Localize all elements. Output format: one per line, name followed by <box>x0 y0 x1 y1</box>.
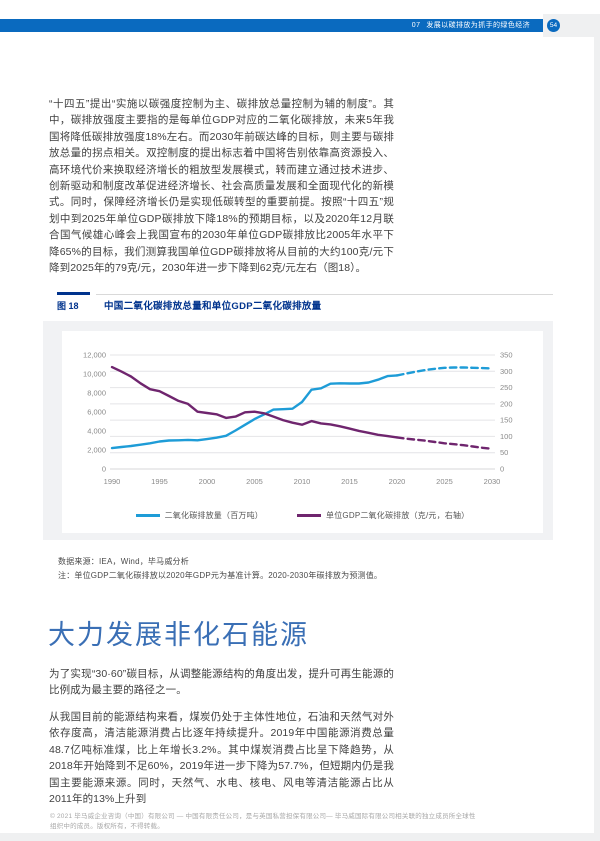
data-source-note: 数据来源：IEA，Wind，毕马威分析 <box>58 557 189 566</box>
svg-text:4,000: 4,000 <box>87 427 106 436</box>
svg-text:300: 300 <box>500 367 513 376</box>
svg-text:2025: 2025 <box>436 477 453 486</box>
legend-swatch-co2-total <box>135 514 160 517</box>
legend-label-gdp-intensity: 单位GDP二氧化碳排放（克/元，右轴） <box>326 511 470 520</box>
svg-text:2,000: 2,000 <box>87 446 106 455</box>
svg-text:150: 150 <box>500 416 513 425</box>
figure-title: 中国二氧化碳排放总量和单位GDP二氧化碳排放量 <box>104 301 322 312</box>
chart-svg: 0 2,000 4,000 6,000 8,000 10,000 12,000 0 50 100 1… <box>83 351 513 487</box>
legend-swatch-gdp-intensity <box>297 514 322 517</box>
section-paragraph-1: 为了实现“30·60”碳目标，从调整能源结构的角度出发，提升可再生能源的比例成为… <box>49 668 394 697</box>
svg-text:2010: 2010 <box>294 477 311 486</box>
section-number: 07 <box>411 22 421 29</box>
svg-text:12,000: 12,000 <box>83 351 106 360</box>
svg-text:1995: 1995 <box>151 477 168 486</box>
section-header-bar: 07 发展以碳排放为抓手的绿色经济 <box>0 19 543 32</box>
figure-tag: 图 18 <box>57 301 79 311</box>
section-paragraph-2: 从我国目前的能源结构来看，煤炭仍处于主体性地位，石油和天然气对外依存度高，清洁能… <box>49 711 394 806</box>
figure-tag-bar <box>57 292 90 295</box>
page-number-badge: 54 <box>547 19 560 32</box>
chart-legend: 二氧化碳排放量（百万吨） 单位GDP二氧化碳排放（克/元，右轴） <box>62 510 543 521</box>
chart-plot-area: 0 2,000 4,000 6,000 8,000 10,000 12,000 0 50 100 1… <box>62 331 543 533</box>
page-edge-bottom <box>0 833 600 841</box>
legend-item-gdp-intensity: 单位GDP二氧化碳排放（克/元，右轴） <box>297 510 469 521</box>
svg-text:2005: 2005 <box>246 477 263 486</box>
section-heading: 大力发展非化石能源 <box>48 620 309 650</box>
svg-text:6,000: 6,000 <box>87 408 106 417</box>
figure-divider-rule <box>96 294 553 295</box>
page-edge-right <box>594 14 600 841</box>
svg-text:50: 50 <box>500 448 508 457</box>
svg-text:2015: 2015 <box>341 477 358 486</box>
svg-text:2020: 2020 <box>389 477 406 486</box>
svg-text:10,000: 10,000 <box>83 370 106 379</box>
legend-item-co2-total: 二氧化碳排放量（百万吨） <box>135 510 264 521</box>
svg-text:250: 250 <box>500 383 513 392</box>
svg-text:8,000: 8,000 <box>87 389 106 398</box>
chart-panel: 0 2,000 4,000 6,000 8,000 10,000 12,000 0 50 100 1… <box>43 321 553 540</box>
page-footer: © 2021 毕马威企业咨询（中国）有限公司 — 中国有限责任公司，是与英国私营… <box>50 813 476 830</box>
svg-text:1990: 1990 <box>104 477 121 486</box>
svg-text:2000: 2000 <box>199 477 216 486</box>
intro-paragraph: “十四五”提出“实施以碳强度控制为主、碳排放总量控制为辅的制度”。其中，碳排放强… <box>49 98 394 275</box>
svg-text:0: 0 <box>102 465 106 474</box>
svg-text:0: 0 <box>500 465 504 474</box>
svg-text:200: 200 <box>500 399 513 408</box>
legend-label-co2-total: 二氧化碳排放量（百万吨） <box>164 511 264 520</box>
svg-text:350: 350 <box>500 351 513 360</box>
calculation-note: 注：单位GDP二氧化碳排放以2020年GDP元为基准计算。2020-2030年碳… <box>58 571 383 580</box>
section-title: 发展以碳排放为抓手的绿色经济 <box>426 22 530 29</box>
page-number: 54 <box>549 22 558 29</box>
svg-text:100: 100 <box>500 432 513 441</box>
svg-text:2030: 2030 <box>484 477 501 486</box>
